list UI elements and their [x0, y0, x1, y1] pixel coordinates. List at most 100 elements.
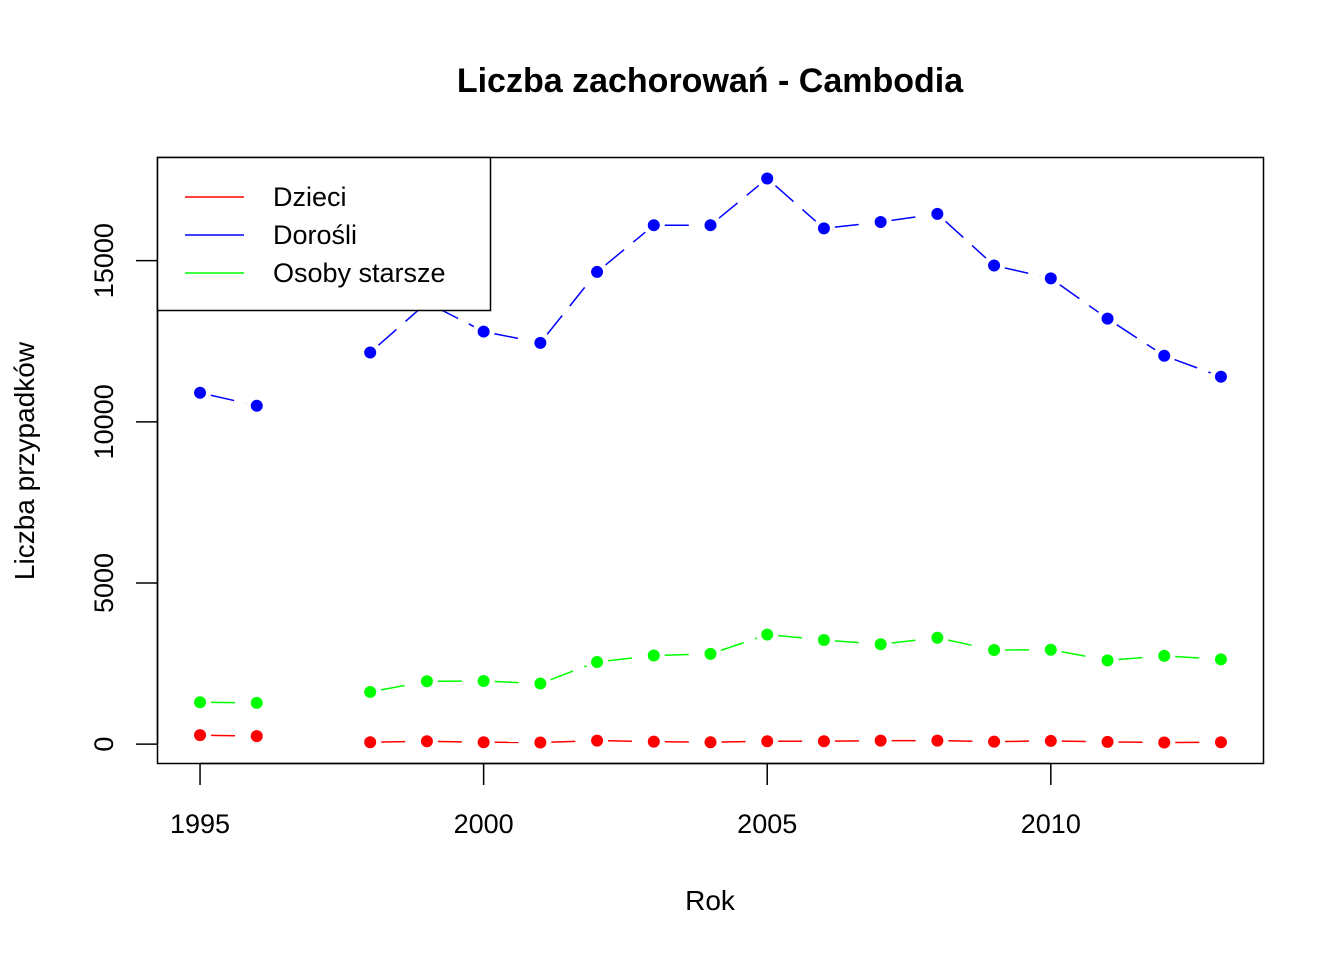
- data-point: [1102, 736, 1114, 748]
- legend: Dzieci Dorośli Osoby starsze: [158, 158, 491, 311]
- x-tick-label: 1995: [170, 809, 230, 839]
- data-point: [931, 735, 943, 747]
- series-line-segment: [211, 395, 246, 403]
- data-point: [1215, 371, 1227, 383]
- chart-title: Liczba zachorowań - Cambodia: [457, 62, 964, 100]
- series-line-segment: [494, 334, 529, 341]
- series-line-segment: [1175, 360, 1211, 373]
- series-line-segment: [551, 741, 586, 742]
- data-point: [1215, 736, 1227, 748]
- series-line-segment: [946, 221, 986, 258]
- series-line-segment: [381, 683, 416, 690]
- series-line-segment: [719, 185, 759, 218]
- series-line-segment: [1175, 657, 1210, 659]
- series-line-segment: [495, 681, 530, 683]
- series-dzieci: [194, 729, 1227, 748]
- series-line-segment: [1117, 325, 1155, 350]
- series-line-segment: [775, 186, 815, 221]
- x-tick-label: 2010: [1021, 809, 1081, 839]
- series-line-segment: [665, 654, 700, 655]
- series-line-segment: [948, 741, 983, 742]
- data-point: [761, 629, 773, 641]
- data-point: [364, 686, 376, 698]
- data-point: [421, 675, 433, 687]
- data-point: [988, 644, 1000, 656]
- data-point: [478, 326, 490, 338]
- data-point: [705, 736, 717, 748]
- series-line-segment: [211, 735, 246, 736]
- series-line-segment: [835, 223, 870, 227]
- data-point: [705, 219, 717, 231]
- data-point: [705, 648, 717, 660]
- data-point: [364, 736, 376, 748]
- series-line-segment: [438, 741, 473, 742]
- series-line-segment: [608, 657, 643, 661]
- data-point: [988, 736, 1000, 748]
- data-point: [931, 632, 943, 644]
- series-osoby-starsze: [194, 629, 1227, 709]
- legend-label: Dorośli: [273, 220, 357, 250]
- data-point: [761, 735, 773, 747]
- series-line-segment: [892, 639, 927, 643]
- data-point: [591, 735, 603, 747]
- data-point: [1215, 653, 1227, 665]
- data-point: [421, 735, 433, 747]
- series-line-segment: [835, 641, 870, 644]
- data-point: [931, 208, 943, 220]
- data-point: [591, 266, 603, 278]
- data-point: [875, 735, 887, 747]
- y-axis-label: Liczba przypadków: [9, 341, 40, 580]
- data-point: [818, 634, 830, 646]
- data-point: [364, 347, 376, 359]
- data-point: [648, 736, 660, 748]
- legend-label: Osoby starsze: [273, 258, 446, 288]
- series-line-segment: [606, 232, 646, 265]
- x-tick-label: 2000: [454, 809, 514, 839]
- legend-label: Dzieci: [273, 182, 347, 212]
- data-point: [1102, 654, 1114, 666]
- data-point: [1045, 644, 1057, 656]
- series-line-segment: [378, 310, 418, 345]
- y-tick-label: 5000: [89, 553, 119, 613]
- series-line-segment: [948, 640, 983, 648]
- data-point: [818, 222, 830, 234]
- data-point: [1158, 350, 1170, 362]
- data-point: [194, 729, 206, 741]
- data-point: [194, 387, 206, 399]
- data-point: [251, 697, 263, 709]
- data-point: [1045, 735, 1057, 747]
- series-line-segment: [1005, 268, 1040, 276]
- data-point: [478, 675, 490, 687]
- data-point: [1158, 650, 1170, 662]
- data-point: [818, 735, 830, 747]
- series-line-segment: [1062, 652, 1097, 659]
- y-tick-label: 10000: [89, 384, 119, 459]
- data-point: [534, 337, 546, 349]
- data-point: [194, 696, 206, 708]
- data-point: [1158, 737, 1170, 749]
- x-tick-label: 2005: [737, 809, 797, 839]
- y-axis: 0 5000 10000 15000: [89, 223, 158, 752]
- data-point: [1045, 272, 1057, 284]
- y-tick-label: 15000: [89, 223, 119, 298]
- data-point: [875, 638, 887, 650]
- data-point: [534, 678, 546, 690]
- data-point: [988, 259, 1000, 271]
- series-line-segment: [1118, 657, 1153, 660]
- series-line-segment: [1060, 285, 1099, 313]
- series-line-segment: [892, 215, 927, 220]
- data-point: [761, 172, 773, 184]
- series-line-segment: [381, 741, 416, 742]
- series-line-segment: [547, 281, 590, 335]
- series-line-segment: [778, 636, 813, 639]
- y-tick-label: 0: [89, 737, 119, 752]
- series-line-segment: [551, 666, 587, 680]
- data-point: [648, 650, 660, 662]
- x-axis-label: Rok: [685, 885, 736, 916]
- x-axis: 1995 2000 2005 2010: [170, 764, 1081, 840]
- data-point: [534, 737, 546, 749]
- data-point: [251, 730, 263, 742]
- series-line-segment: [1062, 741, 1097, 742]
